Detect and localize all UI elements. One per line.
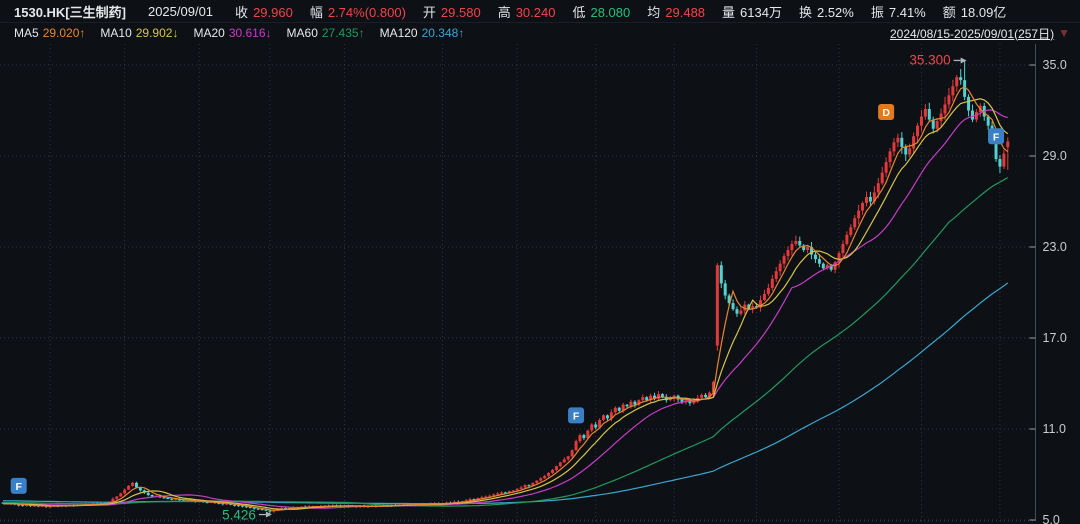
ma10-line — [3, 98, 1009, 511]
high-annotation: 35.300 — [909, 52, 967, 67]
quote-field-turnover: 换 2.52% — [799, 2, 854, 21]
y-axis-label: 29.0 — [1043, 149, 1067, 163]
ma10-legend-value: 29.902↓ — [135, 26, 179, 40]
event-badge-f[interactable]: F — [568, 407, 585, 424]
low-annotation: 5.426 — [222, 508, 272, 523]
ma60-line — [2, 176, 1009, 507]
ma5-legend: MA5 29.020↑ — [14, 26, 85, 40]
quote-field-label: 量 — [722, 4, 736, 20]
gridlines — [0, 44, 1036, 522]
quote-field-amount: 额 18.09亿 — [943, 2, 1007, 21]
ma10-legend: MA10 29.902↓ — [100, 26, 178, 40]
quote-fields: 收 29.960 幅 2.74%(0.800) 开 29.580 高 30.240 低 28.08… — [235, 2, 1006, 21]
quote-field-change: 幅 2.74%(0.800) — [310, 2, 406, 21]
ma120-line — [2, 282, 1009, 505]
ma60-legend-label: MA60 — [286, 26, 318, 40]
ma-legend: MA5 29.020↑ MA10 29.902↓ MA20 30.616↓ MA60 27.4… — [14, 26, 464, 40]
quote-field-label: 高 — [497, 4, 511, 20]
stock-symbol: 1530.HK[三生制药] — [14, 4, 126, 20]
quote-field-open: 开 29.580 — [423, 2, 481, 21]
svg-text:F: F — [993, 131, 1000, 143]
ma-legend-row: MA5 29.020↑ MA10 29.902↓ MA20 30.616↓ MA60 27.4… — [0, 23, 1080, 43]
quote-field-avg: 均 29.488 — [647, 2, 705, 21]
ma20-line — [2, 109, 1008, 509]
candlestick-series[interactable] — [1, 60, 1010, 514]
quote-field-value: 6134万 — [740, 4, 782, 20]
ma20-legend-value: 30.616↓ — [228, 26, 272, 40]
y-axis: 35.0 29.0 23.0 17.0 11.0 5.0 — [1029, 44, 1067, 524]
quote-field-label: 额 — [942, 4, 956, 20]
quote-field-close: 收 29.960 — [235, 2, 293, 21]
quote-field-label: 幅 — [309, 4, 323, 20]
y-axis-label: 5.0 — [1043, 513, 1060, 524]
quote-field-value: 30.240 — [515, 4, 556, 20]
quote-field-value: 18.09亿 — [960, 4, 1007, 20]
quote-field-value: 28.080 — [590, 4, 631, 20]
ma10-legend-label: MA10 — [100, 26, 132, 40]
event-badge-f[interactable]: F — [10, 477, 27, 494]
quote-field-value: 2.52% — [816, 4, 854, 20]
quote-field-high: 高 30.240 — [498, 2, 556, 21]
quote-field-value: 7.41% — [888, 4, 926, 20]
ma120-legend: MA120 20.348↑ — [380, 26, 465, 40]
quote-field-value: 29.580 — [440, 4, 481, 20]
date-range-label[interactable]: 2024/08/15-2025/09/01(257日) — [889, 26, 1055, 41]
quote-field-value: 29.488 — [665, 4, 706, 20]
svg-text:D: D — [882, 107, 890, 119]
quote-field-label: 低 — [572, 4, 586, 20]
quote-header: 1530.HK[三生制药] 2025/09/01 收 29.960 幅 2.74%(0… — [0, 0, 1080, 23]
y-axis-label: 23.0 — [1043, 240, 1067, 254]
ma20-legend-label: MA20 — [193, 26, 225, 40]
quote-field-value: 29.960 — [253, 4, 293, 20]
quote-field-label: 收 — [235, 4, 249, 20]
quote-field-volume: 量 6134万 — [722, 2, 782, 21]
quote-field-label: 换 — [798, 4, 812, 20]
event-badge-d[interactable]: D — [878, 104, 895, 121]
ma60-legend: MA60 27.435↑ — [287, 26, 365, 40]
quote-field-label: 均 — [647, 4, 661, 20]
ma120-legend-label: MA120 — [379, 26, 418, 40]
quote-field-value: 2.74%(0.800) — [327, 4, 406, 20]
ma120-legend-value: 20.348↑ — [421, 26, 465, 40]
ma20-legend: MA20 30.616↓ — [193, 26, 271, 40]
svg-text:5.426: 5.426 — [222, 508, 256, 523]
y-axis-label: 11.0 — [1043, 422, 1066, 436]
event-badge-f[interactable]: F — [988, 128, 1005, 145]
ma60-legend-value: 27.435↑ — [321, 26, 365, 40]
quote-field-amplitude: 振 7.41% — [871, 2, 926, 21]
range-dropdown-icon[interactable]: ▼ — [1058, 26, 1070, 40]
ma5-legend-value: 29.020↑ — [42, 26, 86, 40]
ma5-legend-label: MA5 — [14, 26, 39, 40]
y-axis-label: 17.0 — [1043, 331, 1067, 345]
quote-field-low: 低 28.080 — [572, 2, 630, 21]
ma5-line — [3, 86, 1009, 511]
svg-text:F: F — [573, 410, 580, 422]
quote-date: 2025/09/01 — [147, 3, 214, 19]
svg-text:F: F — [15, 481, 22, 493]
y-axis-label: 35.0 — [1043, 58, 1067, 72]
quote-field-label: 开 — [422, 4, 436, 20]
svg-text:35.300: 35.300 — [909, 52, 950, 67]
quote-field-label: 振 — [870, 4, 884, 20]
